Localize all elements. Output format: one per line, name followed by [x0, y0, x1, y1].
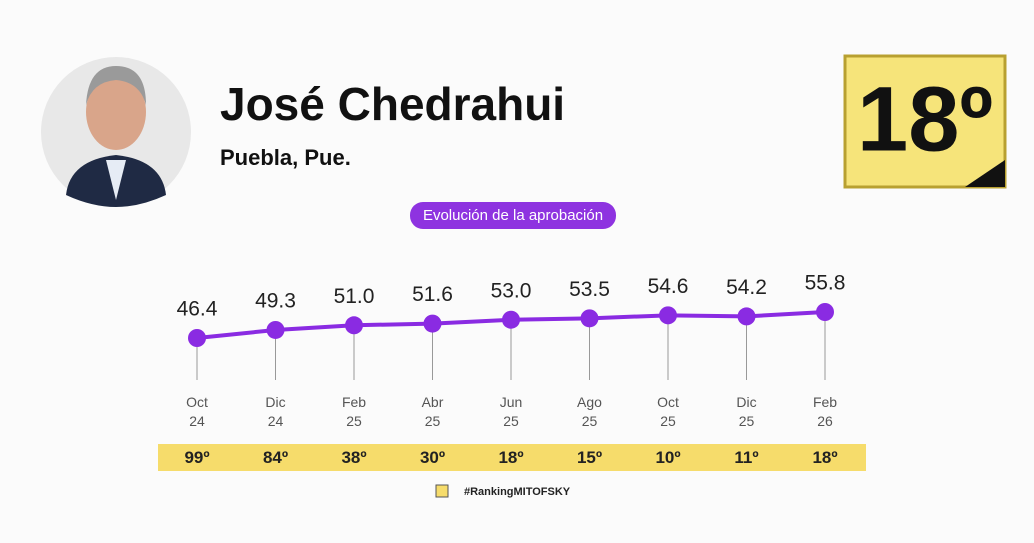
- point: [580, 309, 599, 328]
- badge-corner: [965, 160, 1005, 187]
- photo: [66, 66, 166, 207]
- value-label: 46.4: [177, 298, 218, 321]
- ranking-label: 38º: [341, 448, 367, 467]
- ranking-label: 10º: [655, 448, 681, 467]
- value-label: 53.0: [491, 279, 532, 302]
- ranking-label: 18º: [812, 448, 838, 467]
- value-label: 55.8: [805, 272, 846, 295]
- point: [423, 314, 442, 333]
- x-tick-label: Dic 24: [265, 394, 286, 429]
- name: José Chedrahui: [220, 78, 565, 130]
- ranking-label: 99º: [184, 448, 210, 467]
- x-tick-label: Ago 25: [577, 394, 602, 429]
- x-tick-label: Dic 25: [736, 394, 757, 429]
- x-tick-label: Feb 26: [812, 394, 838, 429]
- x-tick-label: Feb 25: [341, 394, 367, 429]
- point: [502, 310, 520, 329]
- location: Puebla, Pue.: [220, 145, 351, 170]
- value-label: 51.6: [412, 283, 453, 306]
- point: [266, 320, 285, 339]
- ranking-label: 30º: [419, 448, 446, 467]
- point: [816, 303, 834, 321]
- x-tick-label: Oct 25: [657, 394, 679, 429]
- value-label: 54.2: [726, 276, 767, 299]
- ranking-label: 18º: [498, 448, 524, 467]
- rank-badge-text: 18º: [857, 68, 993, 170]
- legend-label: #RankingMITOFSKY: [464, 486, 571, 498]
- value-label: 53.5: [569, 278, 610, 301]
- point: [345, 316, 363, 335]
- title-pill: [410, 202, 616, 229]
- ranking-label: 15º: [576, 448, 603, 467]
- ranking-label: 84º: [262, 448, 289, 467]
- value-label: 51.0: [334, 285, 375, 308]
- rank-badge: [843, 54, 1007, 189]
- x-tick-label: Abr 25: [421, 394, 444, 429]
- legend-swatch: [435, 484, 449, 498]
- value-label: 54.6: [648, 275, 689, 298]
- point: [737, 307, 756, 326]
- x-tick-label: Oct 24: [186, 394, 208, 429]
- point: [188, 329, 206, 347]
- ranking-band: [158, 444, 866, 471]
- point: [659, 306, 677, 325]
- ranking-label: 11º: [734, 448, 759, 467]
- x-tick-label: Jun 25: [499, 394, 523, 429]
- value-label: 49.3: [255, 290, 296, 313]
- chart-title: Evolución de la aprobación: [423, 207, 603, 224]
